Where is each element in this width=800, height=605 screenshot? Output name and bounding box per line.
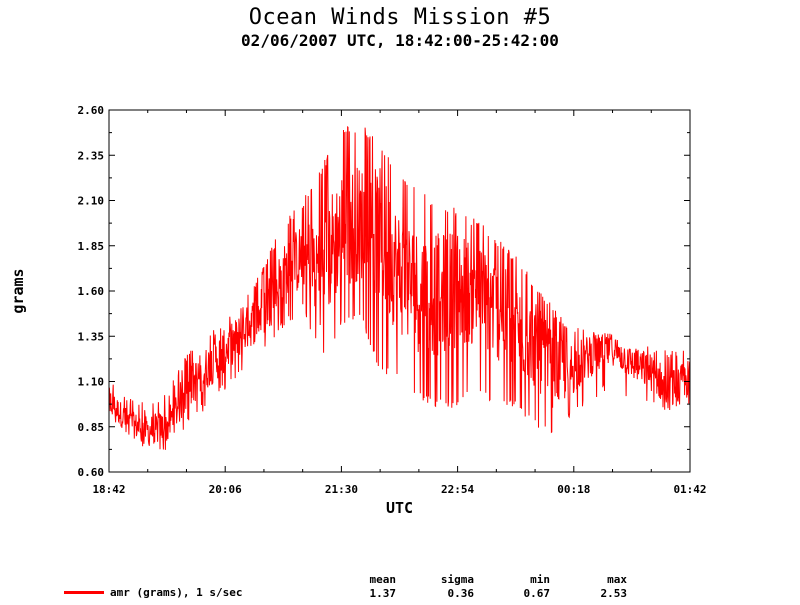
x-tick-label: 01:42	[673, 483, 706, 496]
y-axis-label: grams	[9, 268, 27, 313]
y-tick-label: 2.10	[78, 195, 105, 208]
x-tick-label: 22:54	[441, 483, 474, 496]
y-tick-label: 2.60	[78, 104, 105, 117]
stat-value-mean: 1.37	[369, 587, 397, 600]
stat-header-mean: mean	[369, 573, 397, 586]
legend-swatch	[64, 591, 104, 594]
x-tick-label: 21:30	[325, 483, 358, 496]
x-axis-label: UTC	[386, 499, 413, 517]
x-tick-label: 00:18	[557, 483, 590, 496]
x-tick-label: 18:42	[92, 483, 125, 496]
y-tick-label: 0.85	[78, 421, 105, 434]
legend: amr (grams), 1 s/sec	[64, 586, 242, 599]
y-tick-label: 1.85	[78, 240, 105, 253]
chart-subtitle: 02/06/2007 UTC, 18:42:00-25:42:00	[241, 31, 559, 50]
x-tick-label: 20:06	[209, 483, 242, 496]
stat-value-sigma: 0.36	[447, 587, 475, 600]
y-tick-label: 1.35	[78, 330, 105, 343]
stat-value-max: 2.53	[600, 587, 628, 600]
stat-header-sigma: sigma	[440, 573, 474, 586]
stat-header-min: min	[530, 573, 550, 586]
stat-value-min: 0.67	[523, 587, 551, 600]
y-tick-label: 2.35	[78, 149, 105, 162]
legend-label: amr (grams), 1 s/sec	[110, 586, 243, 599]
chart-title: Ocean Winds Mission #5	[248, 5, 552, 30]
y-tick-label: 1.60	[78, 285, 105, 298]
y-tick-label: 1.10	[78, 376, 105, 389]
stat-header-max: max	[607, 573, 627, 586]
series-line-amr	[108, 126, 691, 450]
y-tick-label: 0.60	[78, 466, 105, 479]
